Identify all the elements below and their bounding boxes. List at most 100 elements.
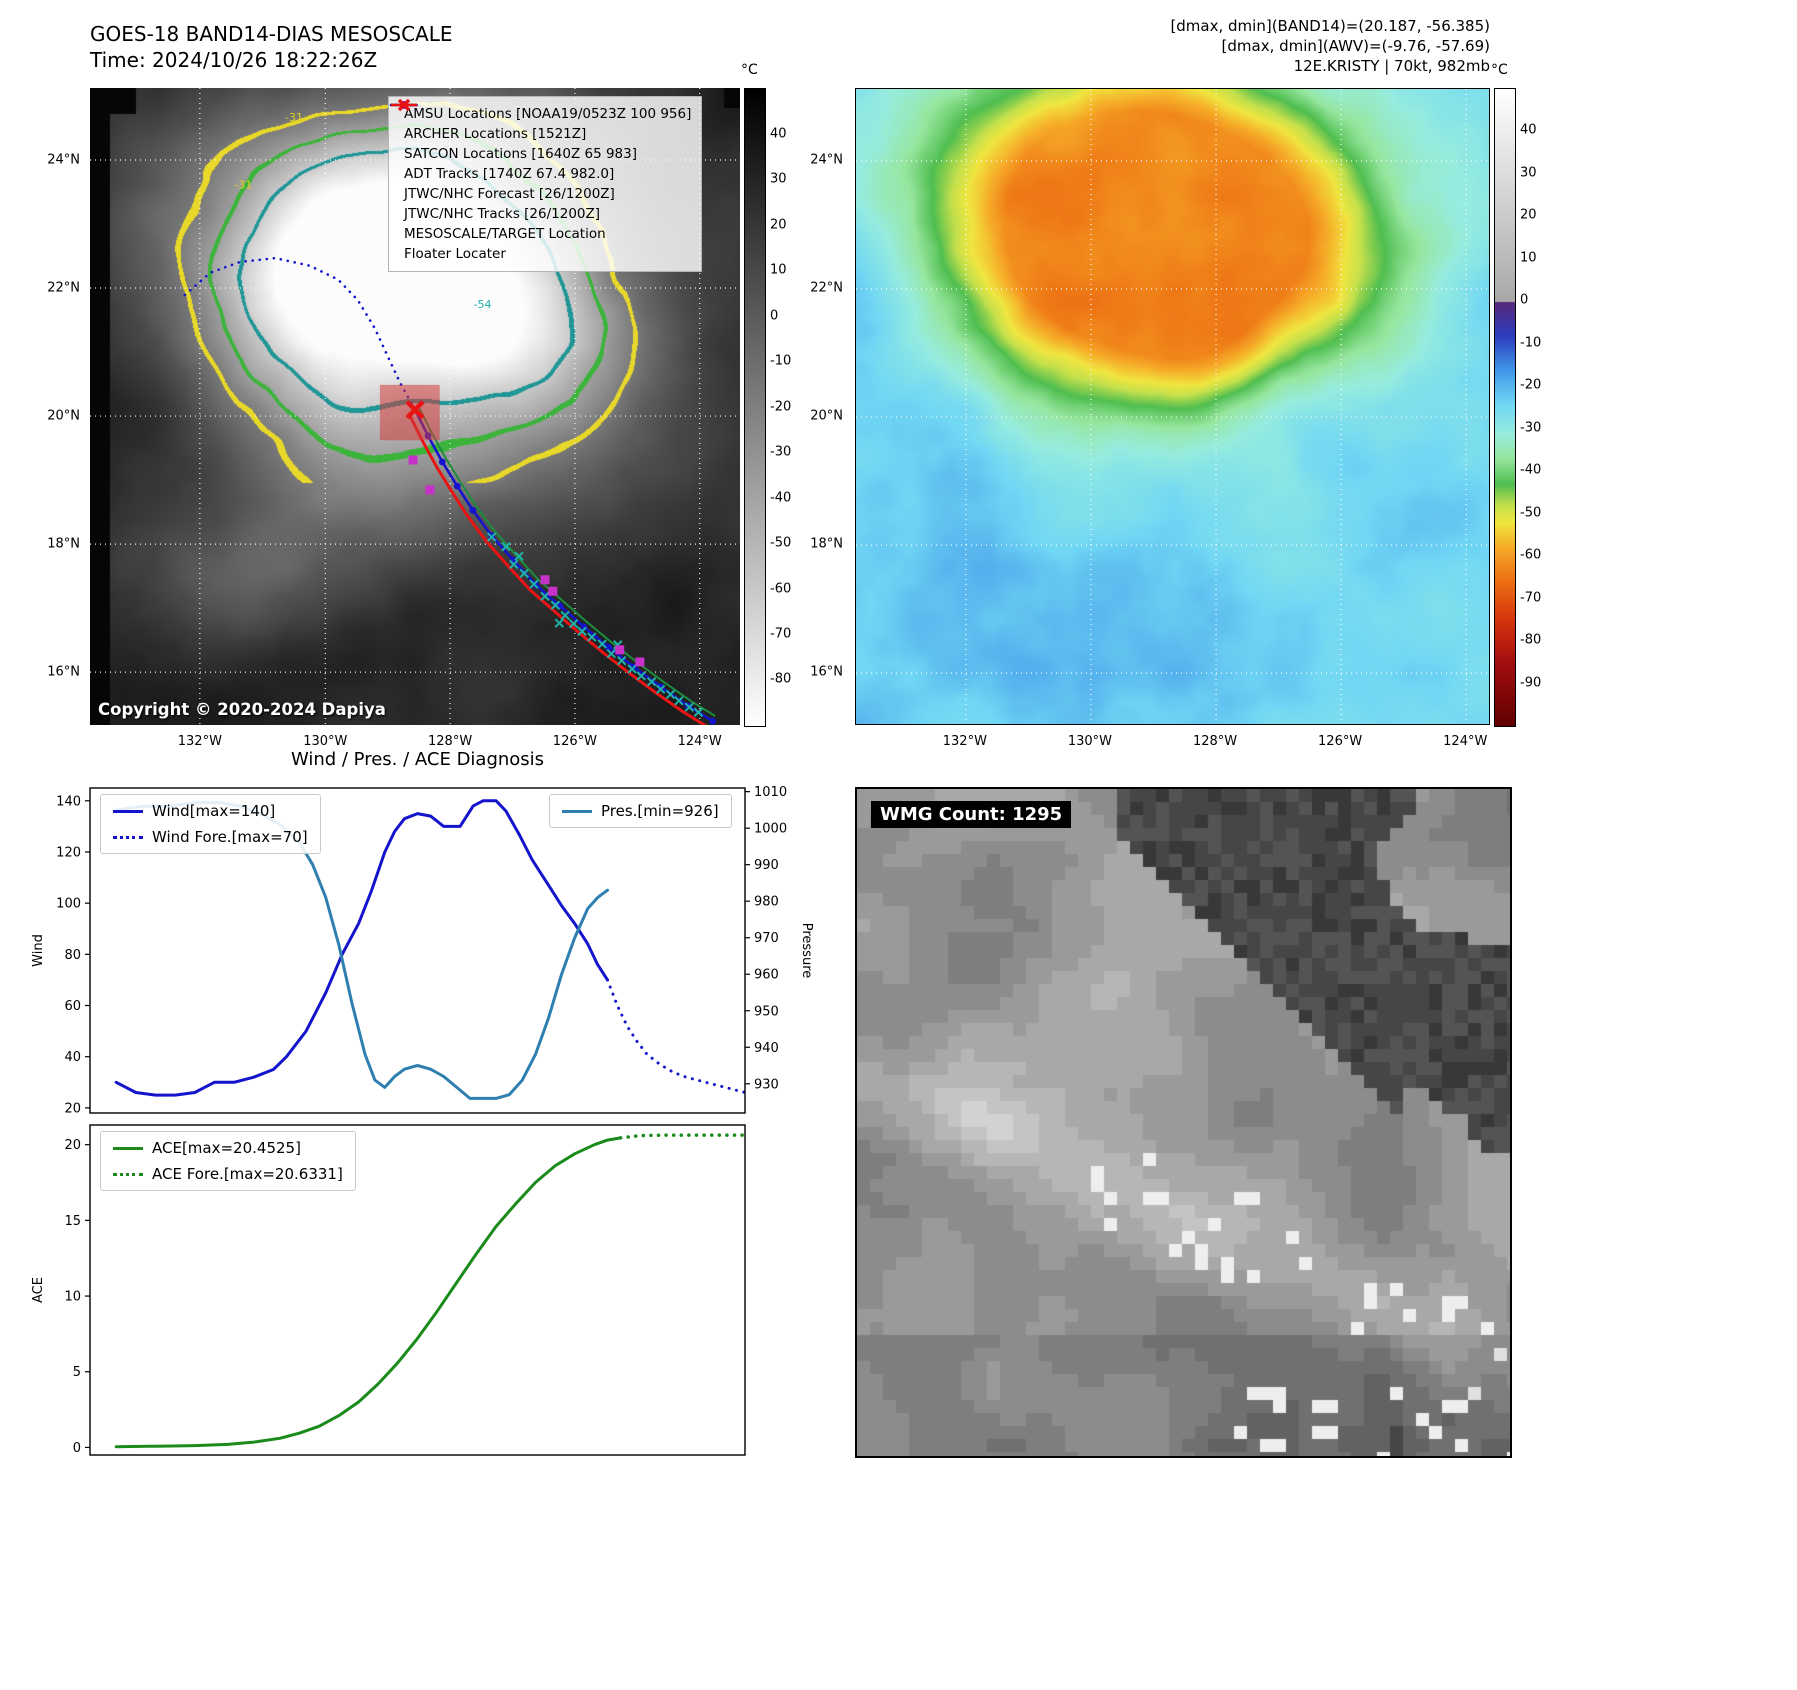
lon-tick-label: 130°W bbox=[303, 734, 348, 749]
colorbar-tick-label: 20 bbox=[770, 217, 787, 232]
chart-legend-label: Pres.[min=926] bbox=[601, 802, 719, 820]
satcon-marker bbox=[674, 696, 684, 706]
y-tick-label: 0 bbox=[73, 1441, 81, 1456]
goes-band14-title: GOES-18 BAND14-DIAS MESOSCALE bbox=[90, 22, 453, 46]
colorbar-tick-label: -10 bbox=[770, 353, 792, 369]
map-legend-label: SATCON Locations [1640Z 65 983] bbox=[404, 146, 637, 162]
colorbar-tick-label: -80 bbox=[1520, 632, 1542, 648]
lat-tick-label: 18°N bbox=[810, 536, 843, 552]
y2-tick-label: 940 bbox=[754, 1041, 779, 1056]
map-legend-item: JTWC/NHC Tracks [26/1200Z] bbox=[391, 101, 691, 224]
series-Wind[max=140] bbox=[114, 799, 609, 1097]
awv-map-y-ticks: 24°N 22°N 20°N 18°N 16°N bbox=[801, 88, 849, 725]
awv-enhanced-image bbox=[856, 89, 1489, 724]
map-legend-label: Floater Locater bbox=[404, 246, 506, 262]
satcon-marker bbox=[616, 655, 627, 666]
satcon-marker bbox=[501, 541, 511, 552]
series-ACE Fore.[max=20.6331] bbox=[618, 1133, 747, 1140]
map-legend-item: MESOSCALE/TARGET Location bbox=[397, 98, 691, 244]
satcon-marker bbox=[540, 591, 550, 602]
wind-pressure-chart: 20 40 60 80 100 120 140 Wind 930 940 950 960 970 980 9… bbox=[31, 785, 814, 1116]
lat-tick-label: 24°N bbox=[810, 152, 843, 168]
legend-line-sample bbox=[113, 835, 143, 839]
awv-enhanced-map bbox=[855, 88, 1490, 725]
lat-tick-label: 16°N bbox=[47, 664, 80, 680]
map-legend-label: MESOSCALE/TARGET Location bbox=[404, 226, 606, 242]
colorbar-tick-label: -50 bbox=[770, 535, 792, 551]
colorbar-tick-label: -40 bbox=[1520, 462, 1542, 478]
colorbar-tick-label: 20 bbox=[1520, 207, 1537, 223]
y-axis-label: Wind bbox=[31, 934, 46, 967]
satcon-marker bbox=[646, 676, 657, 687]
y2-axis-label: Pressure bbox=[799, 923, 814, 979]
colorbar-tick-label: 40 bbox=[1520, 122, 1537, 138]
colorbar-tick-label: 0 bbox=[1520, 292, 1529, 308]
lon-tick-label: 130°W bbox=[1067, 734, 1113, 749]
wind-legend: Wind[max=140] Wind Fore.[max=70] bbox=[100, 794, 321, 854]
colorbar-tick-label: 30 bbox=[1520, 165, 1537, 181]
awv-map-overlay bbox=[856, 89, 1489, 724]
y-tick-label: 40 bbox=[64, 1050, 81, 1065]
lon-tick-label: 128°W bbox=[428, 734, 473, 749]
enhanced-colorbar bbox=[1494, 88, 1516, 727]
colorbar-tick-label: 40 bbox=[770, 126, 787, 141]
lon-tick-label: 126°W bbox=[552, 734, 597, 749]
enhanced-colorbar-ticks: 40 30 20 10 0 -10 -20 -30 -40 -50 -60 -70 -80 -90 bbox=[1516, 88, 1560, 725]
y-tick-label: 20 bbox=[64, 1101, 81, 1116]
colorbar-unit-right: °C bbox=[1491, 62, 1508, 78]
lon-tick-label: 124°W bbox=[677, 734, 722, 749]
satcon-marker bbox=[568, 619, 579, 629]
colorbar-tick-label: -90 bbox=[1520, 675, 1542, 691]
map-legend-label: ADT Tracks [1740Z 67.4 982.0] bbox=[404, 166, 615, 182]
amsu-marker bbox=[425, 485, 435, 495]
satcon-marker bbox=[693, 707, 704, 717]
awv-map-x-ticks: 132°W 130°W 128°W 126°W 124°W bbox=[855, 729, 1490, 749]
satcon-marker bbox=[560, 610, 570, 621]
y-tick-label: 20 bbox=[64, 1138, 81, 1153]
contour-value-label: -31 bbox=[234, 179, 252, 192]
colorbar-tick-label: -40 bbox=[770, 490, 792, 505]
satcon-marker bbox=[509, 559, 519, 570]
y-tick-label: 15 bbox=[64, 1214, 81, 1229]
satcon-marker bbox=[514, 551, 524, 561]
colorbar-tick-label: -70 bbox=[1520, 590, 1542, 606]
lat-tick-label: 24°N bbox=[47, 152, 80, 168]
satcon-marker bbox=[684, 702, 695, 712]
series-ACE[max=20.4525] bbox=[114, 1136, 623, 1449]
colorbar-tick-label: -20 bbox=[1520, 377, 1542, 393]
jtwc-forecast-line bbox=[183, 256, 417, 412]
chart-legend-item: Wind[max=140] bbox=[113, 802, 308, 820]
colorbar-tick-label: -80 bbox=[770, 671, 792, 687]
satcon-marker bbox=[597, 639, 607, 649]
lat-tick-label: 20°N bbox=[810, 408, 843, 424]
amsu-marker bbox=[635, 657, 645, 667]
colorbar-tick-label: 0 bbox=[770, 308, 779, 323]
colorbar-tick-label: 10 bbox=[1520, 250, 1537, 266]
colorbar-tick-label: -60 bbox=[770, 581, 792, 596]
map-legend-item: JTWC/NHC Forecast [26/1200Z] bbox=[389, 103, 691, 204]
dmax-dmin-header: [dmax, dmin](BAND14)=(20.187, -56.385) [… bbox=[950, 16, 1490, 76]
amsu-marker bbox=[548, 586, 558, 596]
adt-track-line bbox=[416, 404, 716, 717]
colorbar-unit-left: °C bbox=[741, 62, 758, 78]
map-legend-item: ARCHER Locations [1521Z] bbox=[397, 101, 691, 144]
colorbar-tick-label: -10 bbox=[1520, 335, 1542, 351]
lon-tick-label: 126°W bbox=[1318, 734, 1363, 749]
satcon-marker bbox=[606, 648, 617, 659]
jtwc-track-point bbox=[709, 717, 717, 725]
pressure-legend: Pres.[min=926] bbox=[549, 794, 732, 828]
goes-time-subtitle: Time: 2024/10/26 18:22:26Z bbox=[90, 48, 378, 72]
satcon-marker bbox=[587, 632, 597, 642]
map-legend-label: JTWC/NHC Tracks [26/1200Z] bbox=[404, 206, 601, 222]
map-legend-label: AMSU Locations [NOAA19/0523Z 100 956] bbox=[404, 106, 692, 122]
map-legend: AMSU Locations [NOAA19/0523Z 100 956] ARC… bbox=[388, 96, 703, 272]
diagnosis-chart-title: Wind / Pres. / ACE Diagnosis bbox=[290, 749, 545, 770]
jtwc-track-point bbox=[605, 643, 613, 651]
header-storm-id: 12E.KRISTY | 70kt, 982mb bbox=[1293, 57, 1490, 75]
y2-tick-label: 950 bbox=[754, 1004, 779, 1019]
chart-legend-label: ACE[max=20.4525] bbox=[152, 1139, 301, 1157]
satcon-marker bbox=[529, 579, 539, 589]
y2-tick-label: 930 bbox=[754, 1077, 779, 1092]
colorbar-tick-label: 10 bbox=[770, 262, 787, 278]
